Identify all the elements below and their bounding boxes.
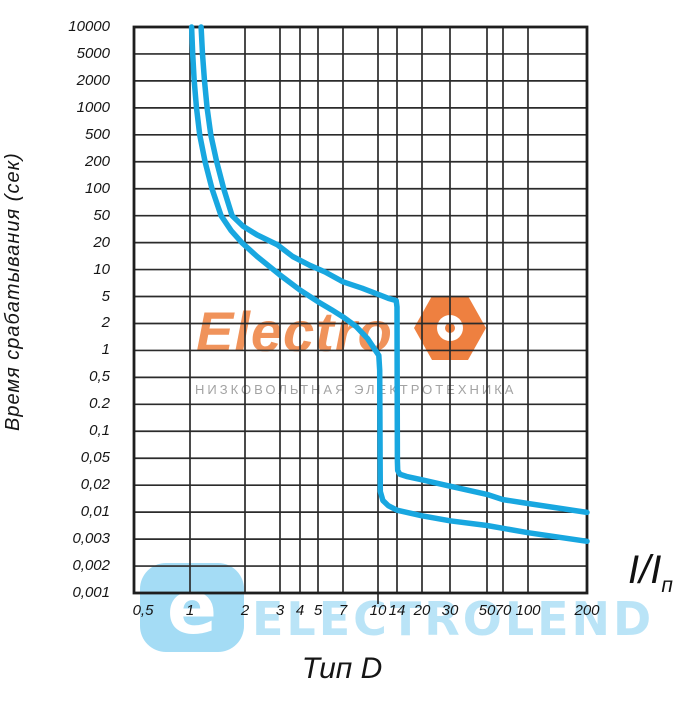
y-tick-label: 0.2 xyxy=(89,395,110,413)
electrolend-logo-letter: e xyxy=(166,564,218,651)
x-tick-label: 0,5 xyxy=(132,602,154,619)
x-tick-label: 4 xyxy=(295,602,305,619)
y-tick-label: 100 xyxy=(84,179,110,197)
x-tick-label: 7 xyxy=(338,602,348,619)
y-tick-label: 0,001 xyxy=(72,584,110,601)
x-tick-label: 50 xyxy=(478,602,496,619)
upper-trip-boundary-curve xyxy=(198,24,590,516)
x-tick-label: 100 xyxy=(515,602,541,619)
x-tick-label: 14 xyxy=(388,602,406,619)
y-tick-label: 0,5 xyxy=(89,368,110,386)
x-axis-unit-main: I/I xyxy=(628,548,662,592)
x-axis-unit-label: I/Iп xyxy=(628,548,673,598)
y-tick-label: 0,05 xyxy=(80,449,110,467)
x-tick-label: 10 xyxy=(369,602,387,619)
x-tick-label: 1 xyxy=(185,602,195,619)
x-tick-label: 3 xyxy=(275,602,285,619)
watermark-subtitle-text: НИЗКОВОЛЬТНАЯ ЭЛЕКТРОТЕХНИКА xyxy=(195,382,517,397)
y-tick-label: 50 xyxy=(93,206,110,224)
y-tick-label: 500 xyxy=(84,125,110,143)
watermark-electrolend-text: ELECTROLEND xyxy=(252,592,655,646)
x-tick-label: 70 xyxy=(494,602,512,619)
y-tick-label: 20 xyxy=(93,233,110,251)
y-tick-label: 2000 xyxy=(76,71,110,89)
y-tick-label: 0,02 xyxy=(80,476,110,494)
x-tick-label: 200 xyxy=(574,602,600,619)
y-tick-label: 10 xyxy=(93,260,110,278)
x-tick-label: 5 xyxy=(313,602,323,619)
y-tick-label: 5000 xyxy=(76,44,110,62)
y-tick-label: 10000 xyxy=(68,18,110,35)
y-tick-label: 200 xyxy=(84,152,110,170)
y-tick-label: 1000 xyxy=(76,98,110,116)
x-tick-label: 30 xyxy=(441,602,459,619)
trip-curves xyxy=(188,24,590,545)
y-tick-label: 0,01 xyxy=(80,503,110,521)
curve-type-title: Тип D xyxy=(301,652,383,685)
y-tick-label: 5 xyxy=(101,287,110,305)
y-tick-label: 0,002 xyxy=(72,557,110,575)
y-tick-label: 0,003 xyxy=(72,530,110,548)
y-tick-label: 2 xyxy=(101,314,110,332)
x-tick-label: 2 xyxy=(240,602,250,619)
y-tick-label: 0,1 xyxy=(89,422,110,440)
plot-border xyxy=(132,25,589,595)
x-axis-unit-subscript: п xyxy=(661,574,673,597)
electrolend-logo-icon: e xyxy=(140,563,244,652)
x-tick-label: 20 xyxy=(413,602,431,619)
y-tick-label: 1 xyxy=(101,341,110,359)
lower-trip-boundary-curve xyxy=(188,24,590,545)
